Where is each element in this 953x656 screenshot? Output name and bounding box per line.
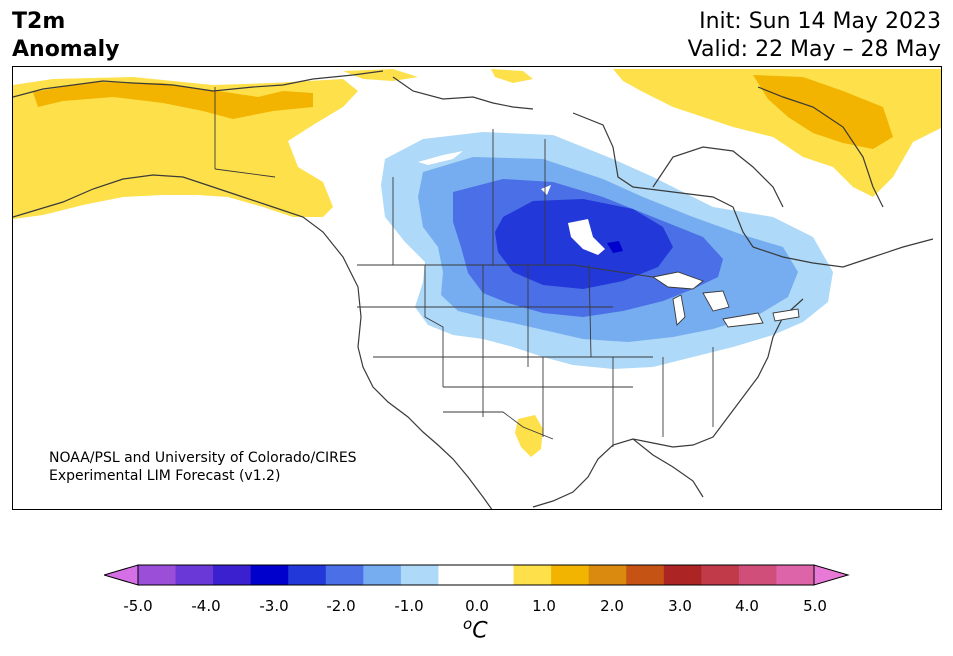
warm-region-alaska — [13, 77, 358, 219]
warm-region-north-2 — [491, 69, 533, 83]
date-info: Init: Sun 14 May 2023 Valid: 22 May – 28… — [688, 8, 941, 64]
colorbar-cell — [776, 565, 815, 585]
tick-label: 5.0 — [803, 597, 827, 615]
colorbar-cell — [551, 565, 590, 585]
warm-region-north — [343, 69, 418, 81]
colorbar-cells — [138, 565, 815, 585]
colorbar — [104, 564, 850, 586]
colorbar-outline — [137, 564, 815, 586]
colorbar-cell — [400, 565, 439, 585]
subtitle-label: Anomaly — [12, 37, 120, 62]
warm-core-greenland — [753, 75, 893, 149]
map-panel — [12, 66, 942, 510]
warm-region-mexico — [515, 415, 543, 457]
colorbar-cell — [663, 565, 702, 585]
colorbar-right-extend — [813, 564, 850, 586]
map-title: T2m Anomaly — [12, 8, 119, 64]
neutral-patch-1 — [568, 219, 605, 255]
neutral-patch-2 — [418, 151, 463, 165]
colorbar-cell — [175, 565, 214, 585]
neutral-patch-3 — [541, 185, 551, 195]
colorbar-cell — [588, 565, 627, 585]
credit-line-2: Experimental LIM Forecast (v1.2) — [49, 468, 281, 484]
colorbar-left-extend — [104, 564, 139, 586]
tick-label: -5.0 — [123, 597, 153, 615]
variable-label: T2m — [12, 9, 66, 34]
colorbar-cell — [738, 565, 777, 585]
colorbar-cell — [138, 565, 177, 585]
colorbar-tick-labels: -5.0 -4.0 -3.0 -2.0 -1.0 0.0 1.0 2.0 3.0… — [0, 597, 953, 617]
coastlines — [13, 70, 934, 509]
tick-label: 2.0 — [600, 597, 624, 615]
colorbar-cell — [250, 565, 289, 585]
valid-range: Valid: 22 May – 28 May — [687, 37, 941, 62]
colorbar-cell — [213, 565, 252, 585]
credit-line-1: NOAA/PSL and University of Colorado/CIRE… — [49, 450, 357, 466]
tick-label: 3.0 — [668, 597, 692, 615]
colorbar-cell — [363, 565, 402, 585]
colorbar-cell — [288, 565, 327, 585]
tick-label: 1.0 — [532, 597, 556, 615]
tick-label: -1.0 — [394, 597, 424, 615]
tick-label: 4.0 — [735, 597, 759, 615]
init-date: Init: Sun 14 May 2023 — [699, 9, 941, 34]
anomaly-map — [13, 69, 941, 509]
credit-text: NOAA/PSL and University of Colorado/CIRE… — [49, 449, 357, 485]
unit-superscript: o — [463, 615, 473, 633]
tick-label: 0.0 — [465, 597, 489, 615]
colorbar-cell — [513, 565, 552, 585]
colorbar-cell — [701, 565, 740, 585]
great-lakes — [651, 271, 800, 328]
tick-label: -3.0 — [259, 597, 289, 615]
colorbar-unit: oC — [463, 615, 488, 643]
unit-base: C — [472, 618, 488, 644]
colorbar-cell — [325, 565, 364, 585]
colorbar-cell — [476, 565, 515, 585]
tick-label: -2.0 — [326, 597, 356, 615]
warm-core-alaska — [33, 82, 313, 119]
colorbar-cell — [438, 565, 477, 585]
cold-region-5 — [607, 241, 623, 253]
tick-label: -4.0 — [191, 597, 221, 615]
colorbar-cell — [626, 565, 665, 585]
political-borders — [214, 87, 714, 447]
